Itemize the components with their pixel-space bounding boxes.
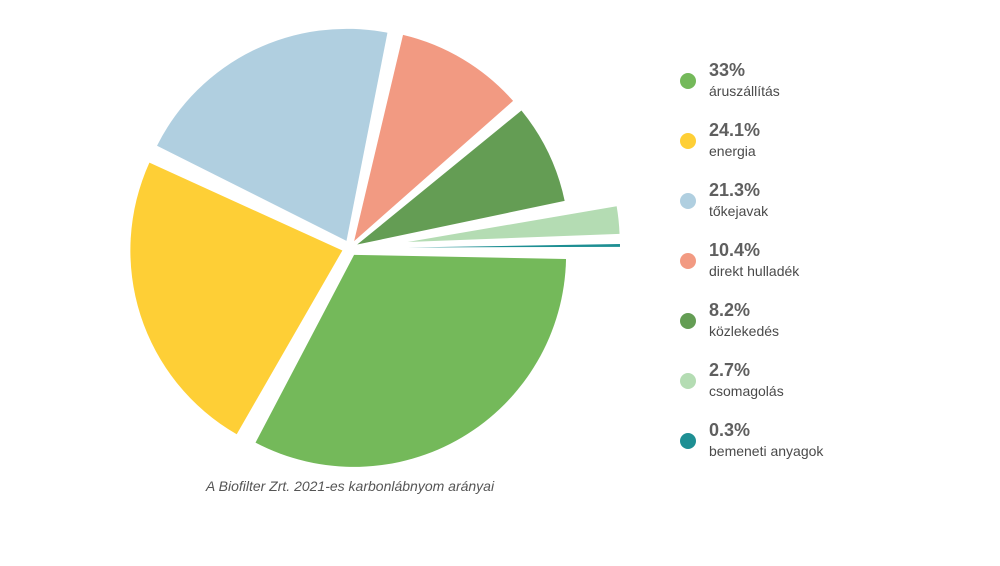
legend-dot xyxy=(680,313,696,329)
legend-label: direkt hulladék xyxy=(709,263,800,279)
legend-item-bemeneti-anyagok: 0.3% bemeneti anyagok xyxy=(680,418,980,478)
legend-dot xyxy=(680,433,696,449)
legend-value: 24.1% xyxy=(709,120,761,140)
legend-value: 2.7% xyxy=(709,360,751,380)
chart-caption: A Biofilter Zrt. 2021-es karbonlábnyom a… xyxy=(205,478,495,494)
legend-label: áruszállítás xyxy=(709,83,780,99)
legend-dot xyxy=(680,253,696,269)
legend-value: 10.4% xyxy=(709,240,761,260)
legend-label: tőkejavak xyxy=(709,203,769,219)
legend-value: 0.3% xyxy=(709,420,751,440)
legend-item-kozlekedes: 8.2% közlekedés xyxy=(680,298,980,358)
legend-item-csomagolas: 2.7% csomagolás xyxy=(680,358,980,418)
legend-value: 8.2% xyxy=(709,300,751,320)
legend-dot xyxy=(680,373,696,389)
legend-item-aruszallitas: 33% áruszállítás xyxy=(680,58,980,118)
legend-label: közlekedés xyxy=(709,323,780,339)
legend-item-tokejavak: 21.3% tőkejavak xyxy=(680,178,980,238)
pie-slice-csomagolás xyxy=(407,206,620,242)
legend: 33% áruszállítás 24.1% energia 21.3% tők… xyxy=(680,58,980,478)
pie-slice-energia xyxy=(130,162,343,435)
legend-item-direkt-hulladek: 10.4% direkt hulladék xyxy=(680,238,980,298)
pie-slice-áruszállítás xyxy=(255,254,567,467)
legend-item-energia: 24.1% energia xyxy=(680,118,980,178)
legend-dot xyxy=(680,193,696,209)
legend-label: bemeneti anyagok xyxy=(709,443,824,459)
pie-slice-bemeneti-anyagok xyxy=(407,244,620,248)
legend-dot xyxy=(680,73,696,89)
legend-label: csomagolás xyxy=(709,383,784,399)
pie-slice-közlekedés xyxy=(357,110,565,245)
legend-label: energia xyxy=(709,143,756,159)
legend-value: 21.3% xyxy=(709,180,761,200)
pie-slice-direkt-hulladék xyxy=(354,34,514,242)
legend-value: 33% xyxy=(709,60,746,80)
legend-dot xyxy=(680,133,696,149)
pie-slice-tőkejavak xyxy=(157,28,388,241)
